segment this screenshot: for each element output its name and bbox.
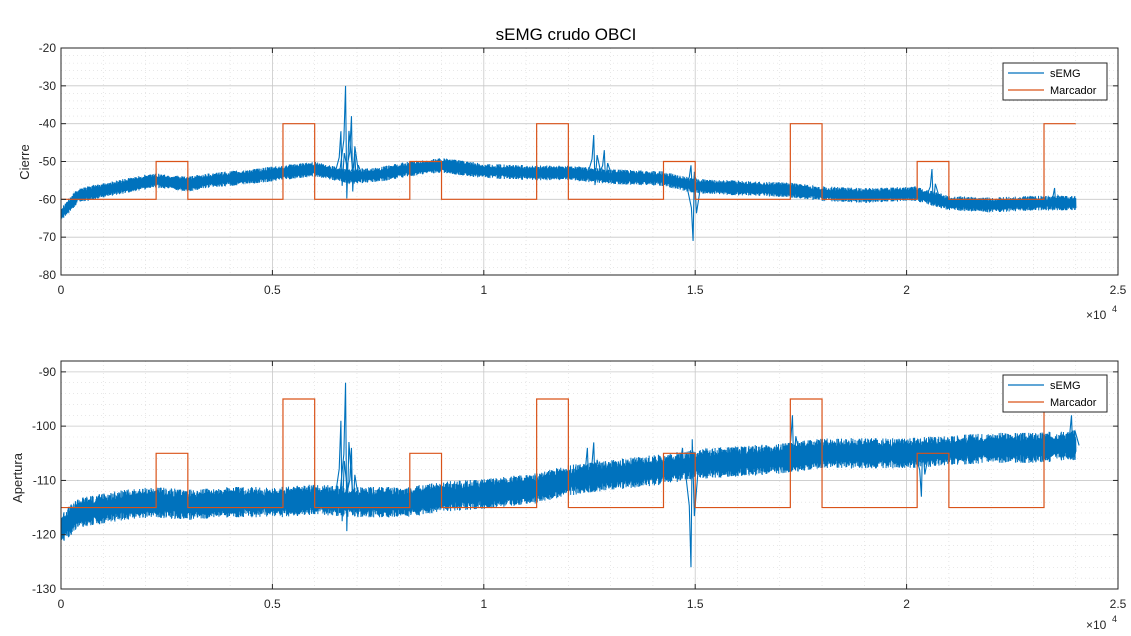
series-semg-spike [344, 116, 360, 192]
series-semg-spike [675, 447, 691, 471]
legend-box [1002, 62, 1108, 101]
y-tick-label: -60 [39, 192, 57, 206]
series-marcador [61, 398, 1076, 509]
y-tick-label: -70 [39, 230, 57, 244]
x-tick-label: 1 [480, 283, 487, 297]
series-semg-spike [914, 441, 930, 497]
y-tick-label: -80 [39, 268, 57, 282]
minor-grid [61, 360, 1118, 589]
legend-label-marcador: Marcador [1050, 397, 1097, 409]
y-tick-label: -90 [39, 365, 57, 379]
legend: sEMG Marcador [1002, 374, 1108, 413]
x-tick-label: 0.5 [264, 283, 281, 297]
ticks: 0 0.5 1 1.5 2 2.5 -80 -70 -60 -50 -40 -30 -20 [39, 41, 1127, 297]
x-tick-label: 0.5 [264, 597, 281, 611]
series-semg-spike [925, 169, 941, 206]
series-semg-spike [604, 467, 619, 479]
legend: sEMG Marcador [1002, 62, 1108, 101]
series-semg-spike [586, 134, 602, 186]
y-axis-label: Cierre [17, 144, 32, 179]
series-semg-spike [338, 382, 354, 532]
series-semg-spike [597, 150, 613, 183]
y-tick-label: -120 [32, 528, 56, 542]
legend-box [1002, 374, 1108, 413]
series-semg-spike [686, 171, 702, 241]
x-tick-label: 1 [480, 597, 487, 611]
series-group [61, 85, 1077, 241]
y-tick-label: -100 [32, 419, 56, 433]
x-tick-label: 1.5 [687, 283, 704, 297]
x-tick-label: 2 [903, 283, 910, 297]
y-tick-label: -110 [33, 473, 56, 487]
chart-title: sEMG crudo OBCI [496, 25, 637, 44]
y-axis-label: Apertura [10, 452, 25, 503]
x-tick-label: 1.5 [687, 597, 704, 611]
series-semg-spike [334, 420, 350, 522]
series-semg-spike [348, 153, 363, 182]
series-semg-spike [338, 85, 354, 199]
x-tick-label: 2.5 [1110, 597, 1127, 611]
x-tick-label: 2.5 [1110, 283, 1127, 297]
legend-label-semg: sEMG [1050, 68, 1081, 80]
series-semg-spike [925, 436, 941, 456]
series-marcador [61, 123, 1076, 200]
y-tick-label: -20 [39, 41, 57, 55]
y-tick-label: -50 [39, 155, 57, 169]
series-semg-spike [580, 447, 596, 486]
legend-label-semg: sEMG [1050, 380, 1081, 392]
x-axis-exponent-base: ×10 [1086, 308, 1107, 322]
series-semg-spike [616, 176, 631, 178]
x-tick-label: 0 [58, 283, 65, 297]
x-tick-label: 0 [58, 597, 65, 611]
x-axis-exponent: ×10 4 [1086, 614, 1117, 632]
x-tick-label: 2 [903, 597, 910, 611]
series-semg-spike [344, 447, 360, 516]
axes-frame [60, 360, 1119, 590]
y-tick-label: -30 [39, 79, 57, 93]
legend-label-marcador: Marcador [1050, 85, 1097, 97]
series-group [61, 382, 1080, 568]
subplot-cierre: 0 0.5 1 1.5 2 2.5 -80 -70 -60 -50 -40 -30 -20 sEMG c… [17, 25, 1127, 322]
ticks: 0 0.5 1 1.5 2 2.5 -130 -120 -110 -100 -90 [32, 361, 1127, 611]
y-tick-label: -130 [32, 582, 56, 596]
x-axis-exponent-power: 4 [1112, 614, 1117, 624]
subplot-apertura: 0 0.5 1 1.5 2 2.5 -130 -120 -110 -100 -90 Apertura… [10, 360, 1127, 632]
series-semg-spike [334, 131, 350, 186]
y-tick-label: -40 [39, 117, 57, 131]
series-semg-spike [1064, 415, 1080, 453]
x-axis-exponent: ×10 4 [1086, 304, 1117, 322]
x-axis-exponent-base: ×10 [1086, 618, 1107, 632]
series-semg-spike [1047, 187, 1063, 208]
x-axis-exponent-power: 4 [1112, 304, 1117, 314]
